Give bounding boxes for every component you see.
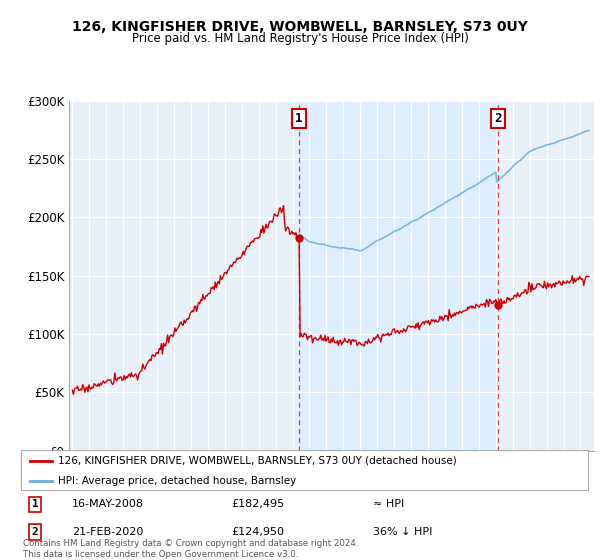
Text: 16-MAY-2008: 16-MAY-2008	[72, 500, 144, 510]
Bar	[299, 101, 498, 451]
Text: £124,950: £124,950	[231, 527, 284, 537]
Text: Price paid vs. HM Land Registry's House Price Index (HPI): Price paid vs. HM Land Registry's House …	[131, 32, 469, 45]
Text: 21-FEB-2020: 21-FEB-2020	[72, 527, 143, 537]
Text: ≈ HPI: ≈ HPI	[373, 500, 404, 510]
Text: £182,495: £182,495	[231, 500, 284, 510]
Text: 36% ↓ HPI: 36% ↓ HPI	[373, 527, 432, 537]
Text: Contains HM Land Registry data © Crown copyright and database right 2024.
This d: Contains HM Land Registry data © Crown c…	[23, 539, 358, 559]
Text: 126, KINGFISHER DRIVE, WOMBWELL, BARNSLEY, S73 0UY (detached house): 126, KINGFISHER DRIVE, WOMBWELL, BARNSLE…	[58, 456, 457, 465]
Text: 2: 2	[32, 527, 38, 537]
Text: 1: 1	[32, 500, 38, 510]
Text: HPI: Average price, detached house, Barnsley: HPI: Average price, detached house, Barn…	[58, 476, 296, 486]
Text: 1: 1	[295, 112, 302, 125]
Text: 126, KINGFISHER DRIVE, WOMBWELL, BARNSLEY, S73 0UY: 126, KINGFISHER DRIVE, WOMBWELL, BARNSLE…	[72, 20, 528, 34]
Text: 2: 2	[494, 112, 502, 125]
